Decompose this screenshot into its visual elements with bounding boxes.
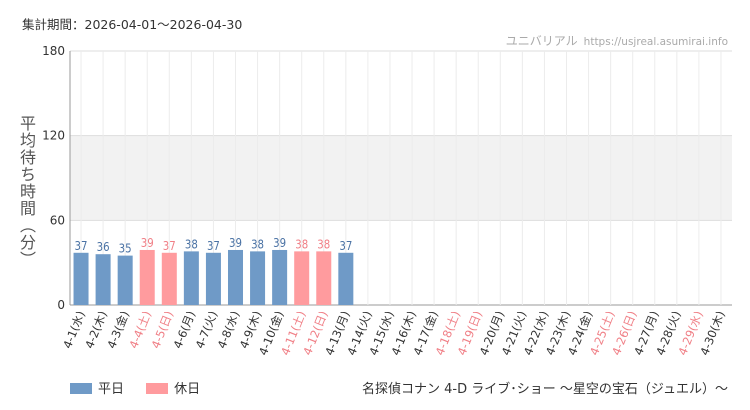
site-name: ユニバリアル bbox=[505, 34, 578, 48]
bar-value-label: 38 bbox=[185, 238, 198, 252]
bar bbox=[316, 251, 332, 305]
bar bbox=[161, 252, 177, 305]
bar-value-label: 38 bbox=[317, 238, 330, 252]
bar-value-label: 38 bbox=[295, 238, 308, 252]
bar-value-label: 36 bbox=[97, 240, 110, 254]
legend-label-holiday: 休日 bbox=[174, 382, 201, 397]
weekday-swatch bbox=[70, 383, 92, 394]
bar-value-label: 38 bbox=[251, 238, 264, 252]
attraction-name: 名探偵コナン 4-D ライブ･ショー 〜星空の宝石（ジュエル）〜 bbox=[362, 382, 728, 397]
site-url: https://usjreal.asumirai.info bbox=[583, 36, 728, 48]
bar-value-label: 37 bbox=[207, 239, 220, 253]
y-tick-label: 0 bbox=[57, 298, 65, 312]
bar bbox=[294, 251, 310, 305]
bar-value-label: 39 bbox=[229, 236, 242, 250]
bar bbox=[250, 251, 266, 305]
period-text: 集計期間：2026-04-01〜2026-04-30 bbox=[22, 17, 243, 32]
bar bbox=[117, 255, 133, 305]
site-credit: ユニバリアル https://usjreal.asumirai.info bbox=[506, 32, 728, 49]
bar-value-label: 39 bbox=[141, 236, 154, 250]
y-tick-label: 180 bbox=[42, 44, 65, 58]
bar bbox=[183, 251, 199, 305]
legend: 平日 休日 bbox=[70, 378, 218, 397]
bar bbox=[95, 254, 111, 305]
bar bbox=[338, 252, 354, 305]
bar-value-label: 39 bbox=[273, 236, 286, 250]
bar-value-label: 35 bbox=[119, 242, 132, 256]
legend-item-holiday: 休日 bbox=[146, 382, 200, 397]
legend-label-weekday: 平日 bbox=[98, 382, 125, 397]
bar bbox=[227, 249, 244, 305]
grid-band bbox=[70, 135, 732, 221]
holiday-swatch bbox=[146, 383, 169, 394]
bar-value-label: 37 bbox=[75, 239, 88, 253]
y-tick-label: 60 bbox=[50, 213, 65, 227]
bar bbox=[139, 249, 155, 305]
y-axis-label: 平均待ち時間（分） bbox=[17, 115, 36, 268]
bar-value-label: 37 bbox=[163, 239, 176, 253]
bar-value-label: 37 bbox=[339, 239, 352, 253]
y-tick-label: 120 bbox=[42, 129, 65, 143]
bar bbox=[205, 252, 221, 305]
bar bbox=[73, 252, 89, 305]
legend-item-weekday: 平日 bbox=[70, 382, 124, 397]
bar bbox=[272, 249, 288, 305]
